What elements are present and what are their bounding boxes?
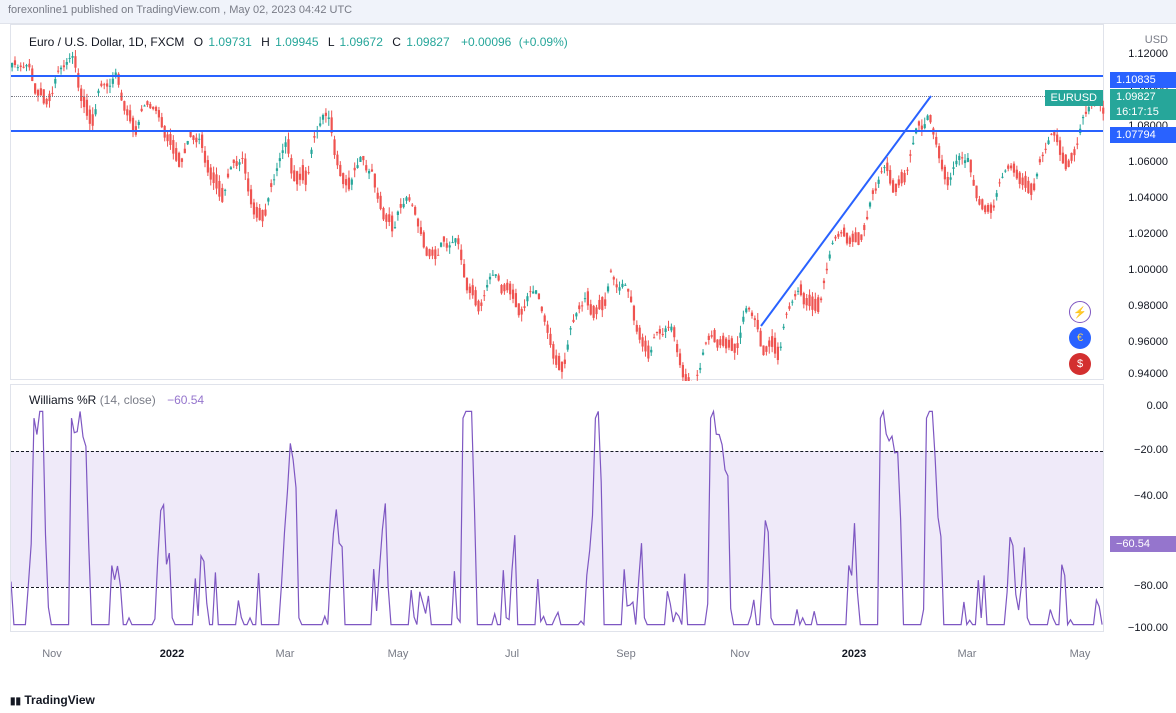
time-tick: May [1070, 648, 1091, 660]
indicator-tick: 0.00 [1147, 400, 1168, 412]
time-tick: Nov [730, 648, 750, 660]
timestamp: May 02, 2023 04:42 UTC [229, 4, 352, 16]
time-tick: Mar [276, 648, 295, 660]
time-tick: Jul [505, 648, 519, 660]
symbol-title: Euro / U.S. Dollar [29, 35, 122, 49]
resistance-line[interactable] [11, 75, 1103, 77]
ohlc-low: 1.09672 [339, 35, 382, 49]
price-tick: 1.04000 [1128, 192, 1168, 204]
price-tick: 1.02000 [1128, 228, 1168, 240]
indicator-value: −60.54 [167, 393, 204, 407]
price-label: 16:17:15 [1110, 104, 1176, 120]
ohlc-close: 1.09827 [406, 35, 449, 49]
indicator-axis[interactable]: 0.00−20.00−40.00−60.00−80.00−100.00 −60.… [1104, 384, 1176, 632]
symbol-badge[interactable]: EURUSD [1045, 90, 1103, 106]
symbol-info[interactable]: Euro / U.S. Dollar, 1D, FXCM O 1.09731 H… [29, 35, 568, 49]
indicator-tick: −80.00 [1134, 580, 1168, 592]
price-label: 1.10835 [1110, 72, 1176, 88]
price-axis[interactable]: USD 1.120001.100001.080001.060001.040001… [1104, 24, 1176, 380]
support-line[interactable] [11, 130, 1103, 132]
change: +0.00096 [461, 35, 511, 49]
timeframe: 1D [128, 35, 143, 49]
price-tick: 0.98000 [1128, 300, 1168, 312]
current-price-line [11, 96, 1103, 97]
indicator-tick: −100.00 [1128, 622, 1168, 634]
time-axis[interactable]: Nov 2022 Mar May Jul Sep Nov 2023 Mar May [10, 648, 1104, 678]
watchlist-icons[interactable]: ⚡ € $ [1069, 301, 1091, 375]
indicator-tick: −40.00 [1134, 490, 1168, 502]
usd-flag-icon[interactable]: $ [1069, 353, 1091, 375]
platform: TradingView.com [136, 4, 220, 16]
indicator-panel[interactable]: Williams %R (14, close) −60.54 0.00 −20.0… [0, 384, 1176, 632]
time-tick: 2022 [160, 648, 184, 660]
price-tick: 0.94000 [1128, 368, 1168, 380]
price-label: 1.07794 [1110, 127, 1176, 143]
price-tick: 0.96000 [1128, 336, 1168, 348]
time-tick: Nov [42, 648, 62, 660]
price-tick: 1.00000 [1128, 264, 1168, 276]
indicator-label[interactable]: Williams %R (14, close) −60.54 [29, 393, 204, 407]
ohlc-open: 1.09731 [208, 35, 251, 49]
price-tick: 1.06000 [1128, 156, 1168, 168]
lightning-icon[interactable]: ⚡ [1069, 301, 1091, 323]
exchange: FXCM [150, 35, 184, 49]
change-pct: (+0.09%) [519, 35, 568, 49]
main-chart-panel[interactable]: Euro / U.S. Dollar, 1D, FXCM O 1.09731 H… [0, 24, 1176, 380]
published-text: published on [71, 4, 136, 16]
time-tick: Sep [616, 648, 636, 660]
price-tick: 1.12000 [1128, 48, 1168, 60]
time-tick: 2023 [842, 648, 866, 660]
header-bar: forexonline1 published on TradingView.co… [0, 0, 1176, 24]
ohlc-high: 1.09945 [275, 35, 318, 49]
price-chart-area[interactable]: Euro / U.S. Dollar, 1D, FXCM O 1.09731 H… [10, 24, 1104, 380]
price-label: 1.09827 [1110, 89, 1176, 105]
tradingview-logo[interactable]: ▮▮ TradingView [10, 693, 95, 707]
euro-flag-icon[interactable]: € [1069, 327, 1091, 349]
candlestick-chart[interactable] [11, 25, 1105, 381]
time-tick: May [388, 648, 409, 660]
time-tick: Mar [958, 648, 977, 660]
indicator-value-label: −60.54 [1110, 536, 1176, 552]
indicator-tick: −20.00 [1134, 444, 1168, 456]
publisher: forexonline1 [8, 4, 68, 16]
williams-r-area[interactable]: Williams %R (14, close) −60.54 [10, 384, 1104, 632]
williams-r-line [11, 385, 1105, 633]
axis-currency: USD [1145, 34, 1168, 46]
